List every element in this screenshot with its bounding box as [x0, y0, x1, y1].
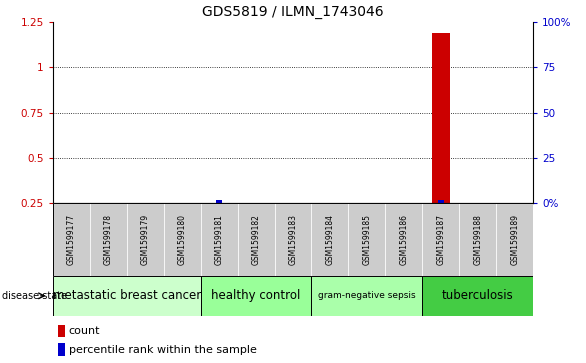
Bar: [432, 33, 450, 203]
Bar: [53, 203, 90, 276]
Text: GSM1599183: GSM1599183: [288, 214, 298, 265]
Bar: [163, 203, 200, 276]
Bar: [127, 203, 163, 276]
Bar: [459, 203, 496, 276]
Bar: [90, 203, 127, 276]
Bar: [423, 276, 533, 316]
Bar: [349, 203, 386, 276]
Text: GSM1599182: GSM1599182: [251, 214, 261, 265]
Text: tuberculosis: tuberculosis: [442, 289, 514, 302]
Text: GSM1599184: GSM1599184: [325, 214, 335, 265]
Bar: [216, 200, 223, 203]
Text: GSM1599186: GSM1599186: [400, 214, 408, 265]
Text: GSM1599187: GSM1599187: [437, 214, 445, 265]
Text: GSM1599180: GSM1599180: [178, 214, 186, 265]
Text: gram-negative sepsis: gram-negative sepsis: [318, 291, 415, 300]
Text: GSM1599189: GSM1599189: [510, 214, 519, 265]
Text: GSM1599181: GSM1599181: [214, 214, 224, 265]
Text: GSM1599185: GSM1599185: [362, 214, 372, 265]
Bar: [58, 325, 66, 338]
Text: GSM1599177: GSM1599177: [67, 214, 76, 265]
Text: count: count: [69, 326, 100, 337]
Text: GSM1599188: GSM1599188: [473, 214, 482, 265]
Bar: [312, 276, 423, 316]
Bar: [53, 276, 200, 316]
Title: GDS5819 / ILMN_1743046: GDS5819 / ILMN_1743046: [202, 5, 384, 19]
Text: percentile rank within the sample: percentile rank within the sample: [69, 345, 257, 355]
Text: metastatic breast cancer: metastatic breast cancer: [53, 289, 201, 302]
Text: GSM1599179: GSM1599179: [141, 214, 149, 265]
Bar: [200, 276, 312, 316]
Text: disease state: disease state: [2, 291, 67, 301]
Bar: [237, 203, 274, 276]
Text: GSM1599178: GSM1599178: [104, 214, 113, 265]
Bar: [274, 203, 312, 276]
Text: healthy control: healthy control: [212, 289, 301, 302]
Bar: [200, 203, 237, 276]
Bar: [58, 343, 66, 356]
Bar: [312, 203, 349, 276]
Bar: [423, 203, 459, 276]
Bar: [496, 203, 533, 276]
Bar: [386, 203, 423, 276]
Bar: [438, 200, 444, 203]
